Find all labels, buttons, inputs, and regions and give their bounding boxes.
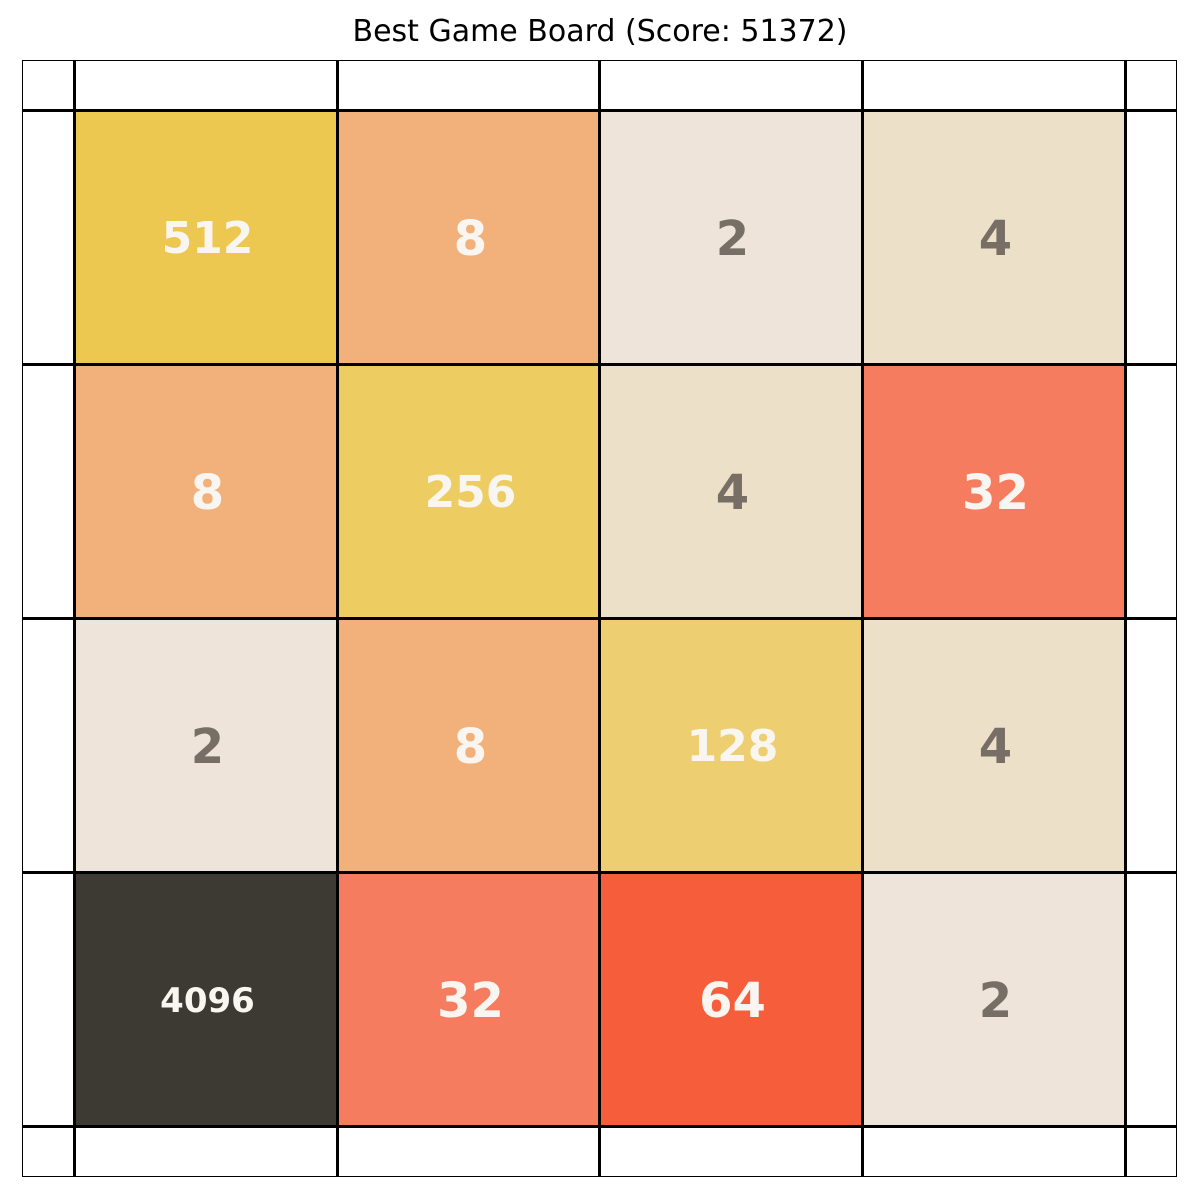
grid-line-horizontal-1 bbox=[22, 109, 1177, 112]
tile-value: 8 bbox=[453, 211, 488, 267]
tile-r2-c3: 4 bbox=[601, 366, 864, 620]
tile-r2-c1: 8 bbox=[76, 366, 339, 620]
tile-r4-c3: 64 bbox=[601, 874, 864, 1128]
grid-line-horizontal-4 bbox=[22, 871, 1177, 874]
tile-r3-c1: 2 bbox=[76, 620, 339, 874]
tile-value: 4 bbox=[978, 211, 1013, 267]
tile-value: 2 bbox=[190, 719, 225, 775]
tile-r3-c2: 8 bbox=[339, 620, 602, 874]
tile-value: 256 bbox=[424, 467, 517, 518]
tile-value: 2 bbox=[715, 211, 750, 267]
tile-r1-c2: 8 bbox=[339, 112, 602, 366]
tile-value: 64 bbox=[699, 973, 766, 1029]
tile-value: 4096 bbox=[160, 981, 255, 1021]
board-title: Best Game Board (Score: 51372) bbox=[352, 14, 848, 49]
tile-value: 128 bbox=[686, 721, 779, 772]
tile-r3-c3: 128 bbox=[601, 620, 864, 874]
tile-r1-c4: 4 bbox=[864, 112, 1127, 366]
tile-value: 32 bbox=[437, 973, 504, 1029]
tile-r1-c3: 2 bbox=[601, 112, 864, 366]
tile-r2-c2: 256 bbox=[339, 366, 602, 620]
tile-r2-c4: 32 bbox=[864, 366, 1127, 620]
grid-line-horizontal-5 bbox=[22, 1125, 1177, 1128]
tile-value: 32 bbox=[962, 465, 1029, 521]
tile-value: 2 bbox=[978, 973, 1013, 1029]
tile-value: 4 bbox=[715, 465, 750, 521]
tile-r4-c1: 4096 bbox=[76, 874, 339, 1128]
grid-line-horizontal-2 bbox=[22, 363, 1177, 366]
tile-r4-c4: 2 bbox=[864, 874, 1127, 1128]
tile-value: 8 bbox=[190, 465, 225, 521]
tile-r1-c1: 512 bbox=[76, 112, 339, 366]
tile-value: 512 bbox=[161, 213, 254, 264]
tile-value: 4 bbox=[978, 719, 1013, 775]
tile-r4-c2: 32 bbox=[339, 874, 602, 1128]
tile-r3-c4: 4 bbox=[864, 620, 1127, 874]
grid-line-horizontal-3 bbox=[22, 617, 1177, 620]
tile-value: 8 bbox=[453, 719, 488, 775]
